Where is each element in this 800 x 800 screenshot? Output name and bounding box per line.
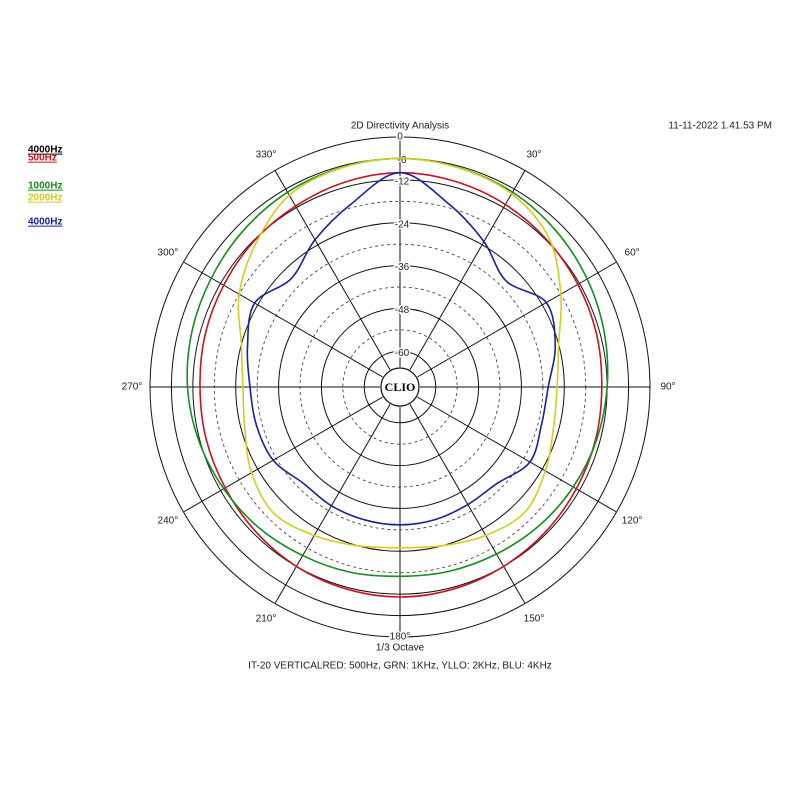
center-badge xyxy=(380,367,420,407)
series-line xyxy=(237,157,563,549)
r-tick-label: -36 xyxy=(395,262,410,273)
series-line xyxy=(186,157,609,578)
legend-entry: 1000Hz xyxy=(28,181,62,192)
r-tick-label: -48 xyxy=(395,305,410,316)
chart-title: 2D Directivity Analysis xyxy=(351,121,449,132)
theta-tick-label: 90° xyxy=(660,382,675,393)
theta-tick-label: 330° xyxy=(256,150,277,161)
legend-entry: 4000Hz xyxy=(28,217,62,228)
legend-entry: 500Hz xyxy=(28,153,57,164)
grid-spoke xyxy=(409,170,526,370)
theta-tick-label: 150° xyxy=(524,614,545,625)
grid-spoke xyxy=(417,396,617,513)
theta-tick-label: 60° xyxy=(625,248,640,259)
theta-tick-label: 30° xyxy=(526,150,541,161)
r-tick-label: -24 xyxy=(395,219,410,230)
grid-spoke xyxy=(274,404,391,604)
r-tick-label: -12 xyxy=(395,176,410,187)
r-tick-label: -60 xyxy=(395,348,410,359)
theta-tick-label: 240° xyxy=(158,516,179,527)
grid-spoke xyxy=(183,396,383,513)
theta-tick-label: 180° xyxy=(390,632,411,643)
series-line xyxy=(199,171,603,598)
grid-spoke xyxy=(183,261,383,378)
legend-entry: 2000Hz xyxy=(28,193,62,204)
series-line xyxy=(246,171,557,526)
theta-tick-label: 0 xyxy=(397,132,403,143)
theta-tick-label: 210° xyxy=(256,614,277,625)
theta-tick-label: 120° xyxy=(622,516,643,527)
r-tick-label: -6 xyxy=(398,155,407,166)
grid-spoke xyxy=(417,261,617,378)
timestamp: 11-11-2022 1.41.53 PM xyxy=(668,121,772,132)
grid-spoke xyxy=(274,170,391,370)
center-label: CLIO xyxy=(385,380,416,394)
theta-tick-label: 270° xyxy=(122,382,143,393)
x-label: 1/3 Octave xyxy=(376,643,425,654)
theta-tick-label: 300° xyxy=(158,248,179,259)
caption: IT-20 VERTICALRED: 500Hz, GRN: 1KHz, YLL… xyxy=(248,661,552,672)
legend-title: 4000Hz xyxy=(28,145,62,156)
